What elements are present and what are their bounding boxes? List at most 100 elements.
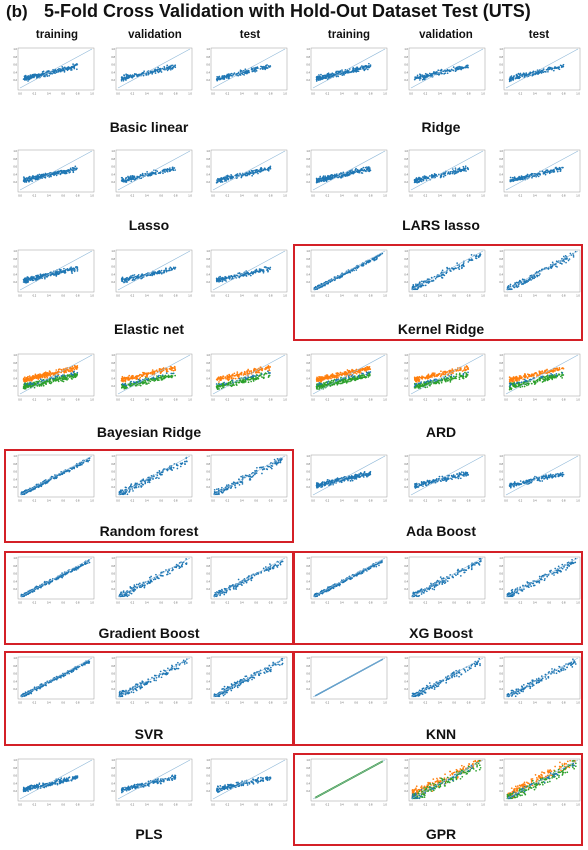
- data-point: [444, 172, 446, 174]
- data-point: [33, 375, 35, 378]
- data-point: [169, 169, 171, 172]
- data-point: [163, 66, 166, 68]
- data-point: [46, 380, 49, 382]
- data-point: [458, 268, 461, 270]
- data-point: [169, 68, 172, 71]
- data-point: [128, 378, 131, 381]
- x-tick-label: 0.6: [61, 92, 65, 96]
- reference-line: [117, 354, 191, 395]
- data-point: [229, 375, 232, 378]
- data-point: [416, 74, 419, 77]
- data-point: [339, 73, 342, 76]
- data-point: [123, 74, 125, 76]
- data-point: [447, 172, 450, 174]
- data-point: [72, 374, 74, 376]
- data-point: [136, 74, 139, 76]
- data-point: [172, 169, 175, 172]
- scatter-svg: 0.0 0.2 0.4 0.6 0.8 1.00.20.40.60.81.0: [306, 149, 387, 198]
- scatter-svg: 0.0 0.2 0.4 0.6 0.8 1.00.20.40.60.81.0: [111, 47, 193, 96]
- x-tick-label: 0.0: [211, 294, 215, 298]
- data-point: [524, 74, 527, 77]
- x-tick-label: 0.0: [311, 194, 315, 198]
- data-point: [24, 380, 26, 383]
- column-header-training-3: training: [327, 29, 371, 41]
- x-tick-label: 0.2: [519, 194, 523, 198]
- y-tick-label: 1.0: [13, 249, 17, 253]
- scatter-series: [413, 165, 470, 184]
- plot-frame: [17, 353, 95, 397]
- data-point: [514, 179, 516, 182]
- data-point: [29, 77, 32, 80]
- data-point: [421, 284, 424, 287]
- data-point: [462, 169, 465, 172]
- data-point: [322, 176, 325, 179]
- scatter-series: [215, 266, 272, 283]
- plot-frame: [17, 47, 95, 91]
- data-point: [126, 77, 129, 80]
- data-point: [456, 66, 459, 69]
- data-point: [442, 175, 445, 178]
- data-point: [25, 277, 27, 279]
- data-point: [467, 261, 470, 263]
- y-tick-label: 0.8: [499, 157, 503, 161]
- data-point: [132, 274, 134, 277]
- data-point: [61, 65, 64, 68]
- data-point: [75, 367, 77, 370]
- data-point: [125, 376, 128, 379]
- data-point: [135, 384, 138, 387]
- x-tick-label: 1.0: [481, 194, 485, 198]
- data-point: [416, 179, 418, 182]
- data-point: [166, 67, 169, 70]
- data-point: [120, 387, 123, 389]
- data-point: [523, 73, 525, 76]
- x-tick-label: 1.0: [283, 294, 287, 298]
- data-point: [441, 269, 444, 272]
- highlight-box-kernel-ridge: [293, 244, 583, 341]
- scatter-series: [508, 63, 565, 83]
- data-point: [147, 73, 149, 76]
- data-point: [161, 67, 164, 70]
- data-point: [435, 173, 437, 176]
- data-point: [456, 262, 458, 264]
- x-tick-label: 0.2: [226, 92, 230, 96]
- data-point: [74, 269, 76, 271]
- data-point: [450, 270, 452, 272]
- data-point: [130, 276, 133, 279]
- data-point: [220, 278, 223, 281]
- data-point: [376, 256, 378, 259]
- data-point: [221, 178, 224, 180]
- data-point: [259, 268, 262, 271]
- data-point: [42, 174, 45, 177]
- data-point: [355, 269, 358, 271]
- data-point: [228, 74, 231, 77]
- plot-frame: [115, 47, 193, 91]
- data-point: [250, 270, 253, 273]
- data-point: [174, 368, 176, 371]
- data-point: [454, 169, 457, 171]
- data-point: [268, 166, 271, 169]
- data-point: [425, 74, 428, 77]
- data-point: [25, 278, 27, 281]
- data-point: [320, 178, 322, 181]
- x-tick-label: 0.6: [254, 194, 258, 198]
- data-point: [41, 70, 44, 73]
- x-tick-label: 0.4: [240, 294, 244, 298]
- y-tick-label: 0.4: [111, 70, 115, 74]
- y-tick-label: 0.6: [111, 369, 115, 373]
- data-point: [417, 77, 420, 80]
- data-point: [546, 68, 549, 71]
- scatter-plot-ridge-validation: 0.0 0.2 0.4 0.6 0.8 1.0 0.2 0.4 0.6 0.8 1.0: [401, 46, 488, 96]
- data-point: [368, 62, 370, 65]
- data-point: [318, 74, 320, 76]
- data-point: [445, 271, 448, 274]
- data-point: [253, 67, 255, 69]
- data-point: [144, 375, 147, 378]
- data-point: [356, 267, 359, 270]
- data-point: [415, 283, 417, 286]
- data-point: [159, 172, 161, 175]
- data-point: [417, 283, 419, 286]
- data-point: [315, 80, 318, 82]
- y-tick-label: 0.6: [111, 63, 115, 67]
- data-point: [130, 180, 133, 183]
- data-point: [506, 286, 509, 289]
